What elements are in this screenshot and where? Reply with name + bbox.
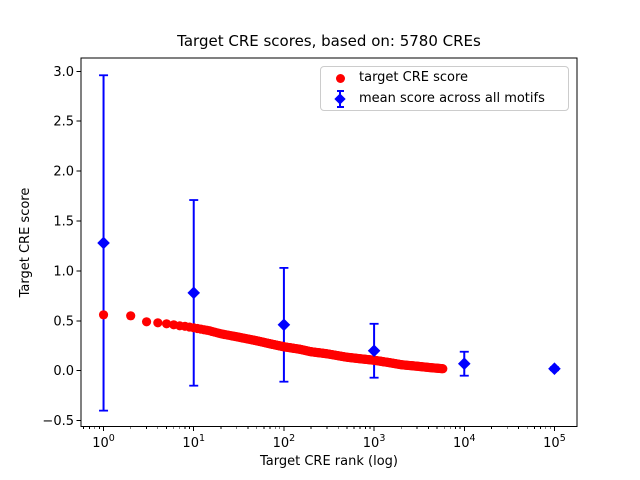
svg-text:103: 103 — [363, 433, 386, 451]
red-dot-icon — [321, 68, 359, 88]
svg-text:−0.5: −0.5 — [42, 414, 74, 429]
legend-label-mean-score: mean score across all motifs — [359, 90, 545, 106]
svg-text:104: 104 — [453, 433, 476, 451]
x-axis-ticks: 100 101 102 103 104 105 — [92, 426, 566, 451]
legend-item-target-score: target CRE score — [321, 68, 568, 88]
blue-diamond-errorbar-icon — [321, 89, 359, 109]
legend: target CRE score mean score across all m… — [320, 66, 569, 111]
svg-text:2.5: 2.5 — [53, 115, 74, 130]
svg-text:1.0: 1.0 — [53, 264, 74, 279]
mean-score-errorbars — [99, 74, 559, 412]
y-axis-label: Target CRE score — [18, 187, 33, 298]
svg-text:105: 105 — [543, 433, 566, 451]
x-minor-ticks — [83, 426, 551, 429]
axes-frame — [80, 57, 578, 427]
svg-text:0.0: 0.0 — [53, 364, 74, 379]
svg-text:102: 102 — [273, 433, 296, 451]
legend-label-target-score: target CRE score — [359, 70, 469, 86]
mean-score-diamonds — [97, 236, 561, 376]
svg-text:1.5: 1.5 — [53, 214, 74, 229]
legend-item-mean-score: mean score across all motifs — [321, 89, 568, 109]
svg-text:0.5: 0.5 — [53, 314, 74, 329]
x-axis-label: Target CRE rank (log) — [260, 454, 398, 469]
svg-text:101: 101 — [182, 433, 205, 451]
svg-text:100: 100 — [92, 433, 115, 451]
svg-text:3.0: 3.0 — [53, 65, 74, 80]
y-axis-ticks: 3.0 2.5 2.0 1.5 1.0 0.5 0.0 −0.5 — [42, 65, 81, 429]
svg-text:2.0: 2.0 — [53, 165, 74, 180]
chart-title: Target CRE scores, based on: 5780 CREs — [177, 32, 481, 50]
target-score-points — [98, 310, 448, 374]
